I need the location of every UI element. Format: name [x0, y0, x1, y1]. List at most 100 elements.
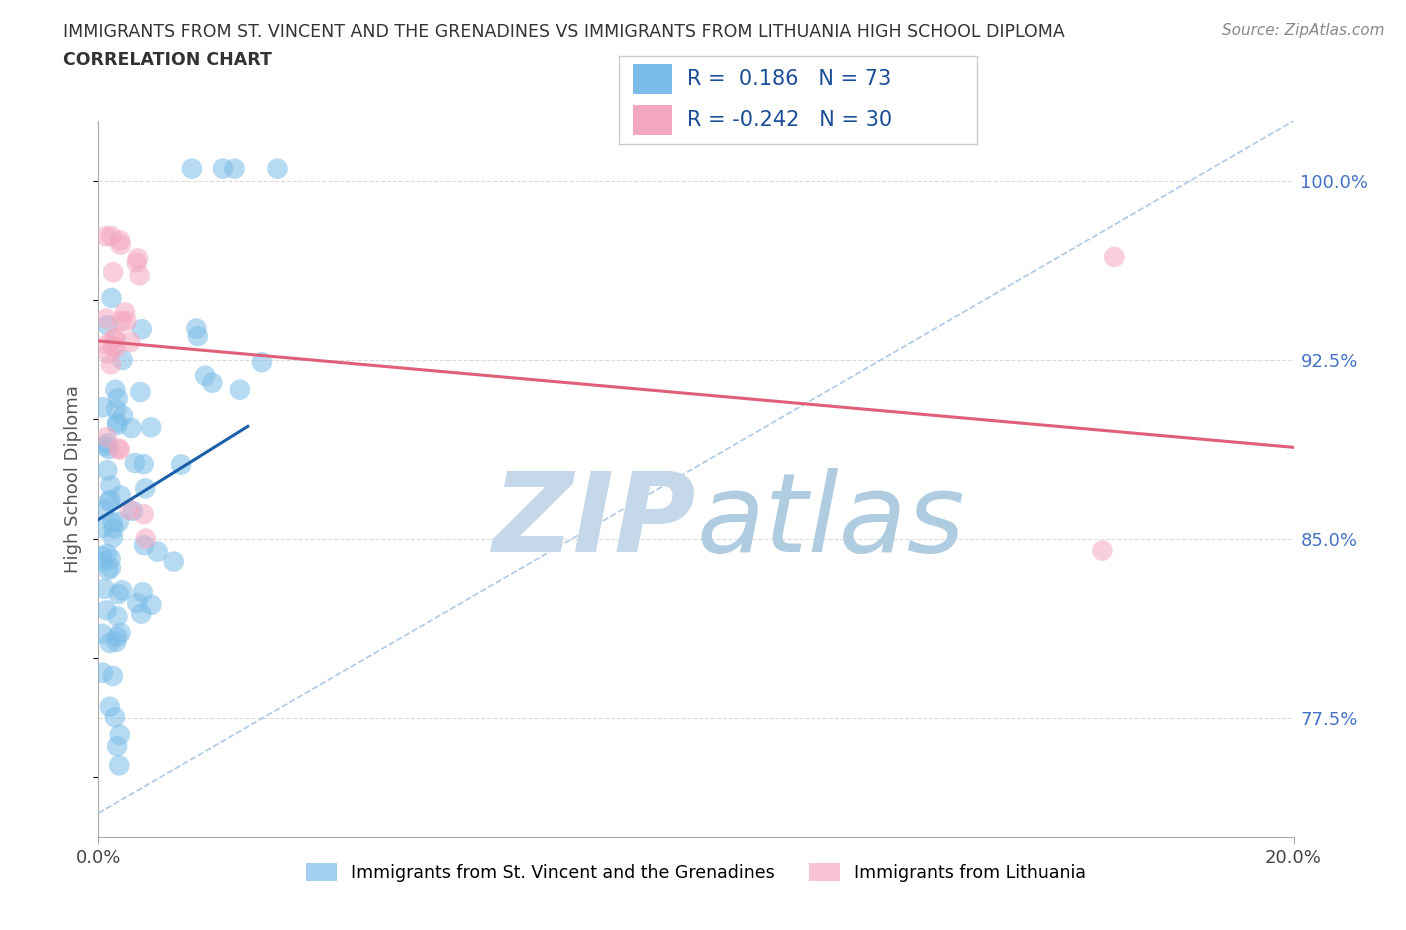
Point — [104, 330, 127, 345]
Point — [96, 463, 118, 478]
Point — [186, 321, 208, 336]
Point — [121, 503, 143, 518]
Legend: Immigrants from St. Vincent and the Grenadines, Immigrants from Lithuania: Immigrants from St. Vincent and the Gren… — [298, 857, 1094, 889]
Point — [100, 357, 122, 372]
Point — [107, 441, 129, 456]
Point — [101, 515, 124, 530]
Point — [114, 305, 136, 320]
Point — [266, 161, 288, 176]
Point — [104, 710, 127, 724]
Point — [105, 634, 128, 649]
Point — [131, 322, 153, 337]
Point — [129, 385, 152, 400]
Point — [103, 331, 125, 346]
Point — [94, 439, 117, 454]
Point — [110, 488, 132, 503]
Point — [146, 544, 169, 559]
Point — [96, 337, 118, 352]
Point — [98, 493, 121, 508]
Point — [105, 418, 128, 432]
Point — [120, 420, 142, 435]
Point — [96, 229, 118, 244]
Point — [108, 727, 131, 742]
Point — [194, 368, 217, 383]
Point — [111, 583, 134, 598]
Point — [105, 738, 128, 753]
Point — [132, 585, 155, 600]
Point — [98, 635, 121, 650]
Point — [91, 554, 114, 569]
Point — [212, 161, 235, 176]
Point — [100, 561, 122, 576]
Point — [110, 237, 132, 252]
Point — [93, 502, 115, 517]
Point — [170, 458, 193, 472]
Point — [103, 339, 125, 353]
Point — [96, 547, 118, 562]
Text: ZIP: ZIP — [492, 469, 696, 576]
Point — [101, 265, 124, 280]
Text: IMMIGRANTS FROM ST. VINCENT AND THE GRENADINES VS IMMIGRANTS FROM LITHUANIA HIGH: IMMIGRANTS FROM ST. VINCENT AND THE GREN… — [63, 23, 1064, 41]
Point — [132, 538, 155, 552]
Point — [101, 669, 124, 684]
Point — [180, 161, 202, 176]
Point — [229, 382, 252, 397]
Point — [125, 255, 148, 270]
Point — [100, 478, 122, 493]
Point — [187, 328, 209, 343]
Point — [107, 391, 129, 405]
Point — [107, 609, 129, 624]
Point — [141, 597, 163, 612]
Point — [163, 554, 186, 569]
Text: Source: ZipAtlas.com: Source: ZipAtlas.com — [1222, 23, 1385, 38]
Point — [250, 355, 273, 370]
Point — [91, 665, 114, 680]
Point — [1091, 543, 1114, 558]
Point — [97, 318, 120, 333]
Point — [105, 630, 128, 644]
Point — [135, 531, 157, 546]
Point — [132, 507, 155, 522]
Point — [115, 313, 138, 328]
Point — [118, 502, 141, 517]
Point — [100, 551, 122, 566]
Point — [112, 408, 135, 423]
Point — [201, 376, 224, 391]
Bar — [633, 105, 672, 136]
Point — [105, 402, 128, 417]
Point — [134, 481, 156, 496]
Point — [91, 549, 114, 564]
Point — [129, 606, 152, 621]
Point — [108, 514, 131, 529]
Point — [96, 312, 118, 326]
Point — [105, 415, 128, 430]
Point — [124, 456, 146, 471]
Point — [100, 229, 122, 244]
Point — [100, 290, 122, 305]
Point — [104, 382, 127, 397]
Point — [108, 232, 131, 247]
Point — [128, 268, 150, 283]
Point — [1104, 249, 1126, 264]
Point — [98, 442, 121, 457]
Point — [96, 430, 118, 445]
Point — [91, 626, 114, 641]
Point — [97, 346, 120, 361]
Point — [105, 340, 128, 355]
Point — [91, 521, 114, 536]
Point — [139, 419, 162, 434]
Text: R =  0.186   N = 73: R = 0.186 N = 73 — [686, 69, 891, 88]
Point — [103, 521, 125, 536]
Point — [98, 699, 121, 714]
Point — [120, 335, 142, 350]
Point — [127, 595, 149, 610]
Point — [96, 436, 118, 451]
Text: atlas: atlas — [696, 469, 965, 576]
Point — [93, 581, 115, 596]
Point — [97, 563, 120, 578]
Text: CORRELATION CHART: CORRELATION CHART — [63, 51, 273, 69]
Point — [127, 251, 149, 266]
Point — [108, 443, 131, 458]
Point — [96, 603, 118, 618]
Point — [110, 313, 132, 328]
